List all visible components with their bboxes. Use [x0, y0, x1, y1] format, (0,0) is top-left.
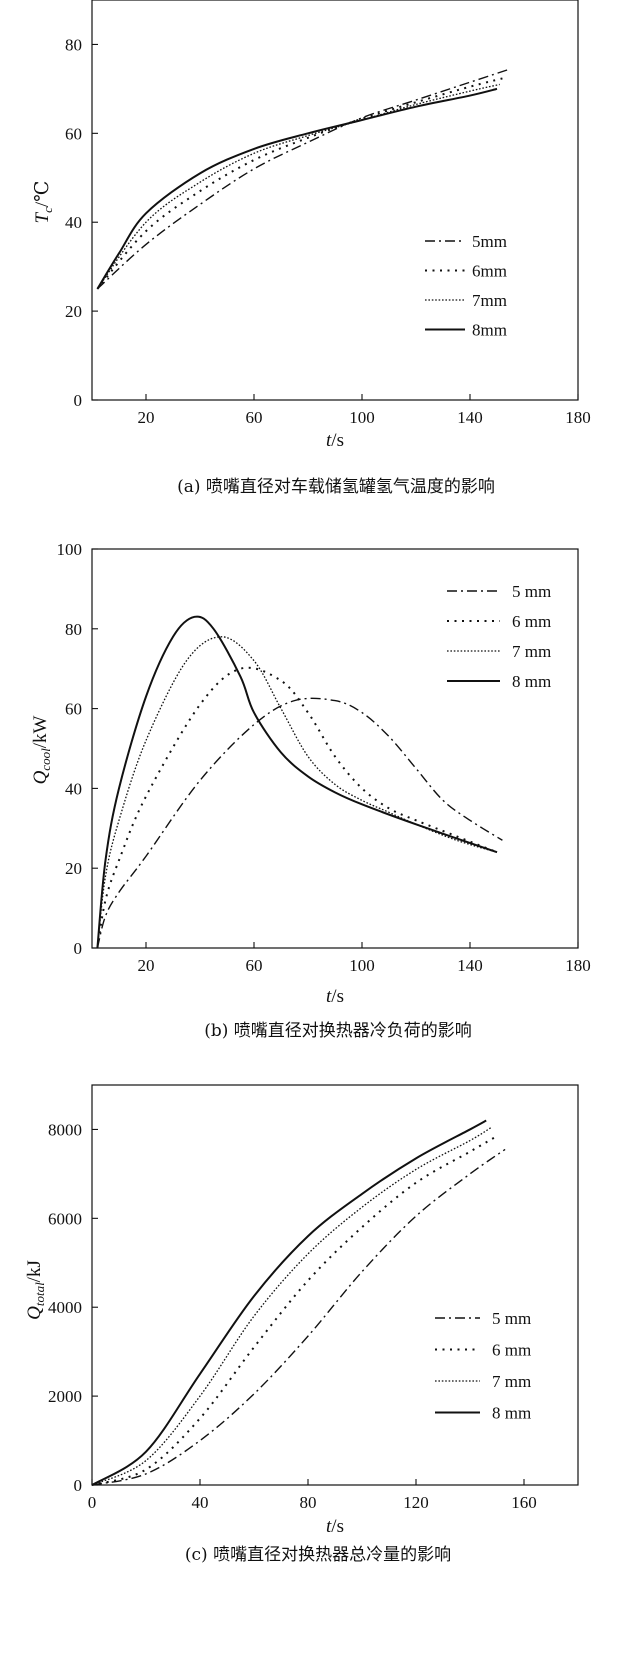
y-tick-label-a-40: 40 — [65, 213, 82, 232]
x-tick-label-b-100: 100 — [349, 956, 375, 975]
x-tick-label-b-140: 140 — [457, 956, 483, 975]
series-line-b-6mm — [96, 666, 498, 949]
y-tick-label-b-100: 100 — [57, 540, 83, 559]
chart-panel-b: 20 60 100 140 180 0 20 40 60 80 100 5 mm 6 mm 7 mm 8 … — [30, 540, 591, 1041]
series-line-c-7mm — [91, 1126, 492, 1486]
legend-label-b-8mm: 8 mm — [512, 672, 551, 691]
x-tick-label-a-100: 100 — [349, 408, 375, 427]
series-line-b-7mm — [96, 636, 498, 949]
plot-frame-a — [91, 0, 579, 401]
series-line-a-5mm — [96, 68, 511, 290]
x-axis-label-b: t/s — [326, 986, 344, 1007]
x-tick-label-c-120: 120 — [403, 1493, 429, 1512]
plot-frame-c — [91, 1084, 579, 1486]
legend-label-a-6mm: 6mm — [472, 262, 507, 281]
legend-label-c-8mm: 8 mm — [492, 1404, 531, 1423]
y-tick-label-c-6000: 6000 — [48, 1209, 82, 1228]
chart-panel-c: 0 40 80 120 160 0 2000 4000 6000 8000 5 mm 6 mm 7 m… — [24, 1084, 579, 1565]
caption-c: (c) 喷嘴直径对换热器总冷量的影响 — [185, 1545, 451, 1565]
series-lines-b — [96, 615, 503, 949]
y-tick-label-c-8000: 8000 — [48, 1120, 82, 1139]
x-tick-label-a-140: 140 — [457, 408, 483, 427]
y-tick-label-c-4000: 4000 — [48, 1298, 82, 1317]
series-line-a-8mm — [96, 87, 498, 290]
y-tick-label-c-2000: 2000 — [48, 1387, 82, 1406]
legend-label-c-7mm: 7 mm — [492, 1372, 531, 1391]
series-line-c-6mm — [91, 1135, 498, 1486]
axis-ticks-c: 0 40 80 120 160 0 2000 4000 6000 8000 — [48, 1120, 537, 1512]
legend-c: 5 mm 6 mm 7 mm 8 mm — [435, 1309, 531, 1423]
legend-label-b-5mm: 5 mm — [512, 582, 551, 601]
y-tick-label-b-40: 40 — [65, 779, 82, 798]
axis-ticks-b: 20 60 100 140 180 0 20 40 60 80 100 — [57, 540, 591, 975]
legend-label-a-7mm: 7mm — [472, 291, 507, 310]
x-tick-label-c-0: 0 — [88, 1493, 97, 1512]
y-tick-label-b-20: 20 — [65, 859, 82, 878]
y-tick-label-a-60: 60 — [65, 124, 82, 143]
y-tick-label-a-80: 80 — [65, 35, 82, 54]
x-tick-label-c-80: 80 — [300, 1493, 317, 1512]
y-tick-label-b-60: 60 — [65, 700, 82, 719]
y-axis-label-b: Qcool/kW — [30, 716, 53, 785]
caption-b: (b) 喷嘴直径对换热器冷负荷的影响 — [204, 1021, 472, 1041]
series-lines-a — [96, 68, 511, 290]
legend-label-b-7mm: 7 mm — [512, 642, 551, 661]
legend-label-a-5mm: 5mm — [472, 232, 507, 251]
y-tick-label-b-80: 80 — [65, 620, 82, 639]
series-line-a-7mm — [96, 83, 500, 290]
x-tick-label-a-60: 60 — [246, 408, 263, 427]
x-axis-label-c: t/s — [326, 1516, 344, 1537]
caption-a: (a) 喷嘴直径对车载储氢罐氢气温度的影响 — [177, 477, 495, 497]
series-line-c-8mm — [91, 1119, 487, 1486]
legend-a: 5mm 6mm 7mm 8mm — [425, 232, 507, 340]
series-lines-c — [91, 1119, 506, 1486]
x-tick-label-b-20: 20 — [138, 956, 155, 975]
axis-ticks-a: 20 60 100 140 180 0 20 40 60 80 — [65, 35, 591, 427]
y-tick-label-c-0: 0 — [74, 1476, 83, 1495]
x-tick-label-b-60: 60 — [246, 956, 263, 975]
y-tick-label-b-0: 0 — [74, 939, 83, 958]
legend-label-c-6mm: 6 mm — [492, 1341, 531, 1360]
legend-label-b-6mm: 6 mm — [512, 612, 551, 631]
plot-frame-b — [91, 548, 579, 949]
legend-b: 5 mm 6 mm 7 mm 8 mm — [447, 582, 551, 691]
x-tick-label-a-180: 180 — [565, 408, 591, 427]
legend-label-c-5mm: 5 mm — [492, 1309, 531, 1328]
legend-label-a-8mm: 8mm — [472, 321, 507, 340]
x-axis-label-a: t/s — [326, 430, 344, 451]
y-tick-label-a-0: 0 — [74, 391, 83, 410]
x-tick-label-a-20: 20 — [138, 408, 155, 427]
series-line-c-5mm — [91, 1148, 506, 1486]
y-tick-label-a-20: 20 — [65, 302, 82, 321]
series-line-a-6mm — [96, 76, 506, 290]
x-tick-label-c-160: 160 — [511, 1493, 537, 1512]
y-axis-label-a: Tc/℃ — [32, 181, 55, 224]
y-axis-label-c: Qtotal/kJ — [24, 1260, 47, 1320]
series-line-b-8mm — [96, 615, 498, 949]
series-line-b-5mm — [96, 697, 503, 949]
x-tick-label-b-180: 180 — [565, 956, 591, 975]
x-tick-label-c-40: 40 — [192, 1493, 209, 1512]
